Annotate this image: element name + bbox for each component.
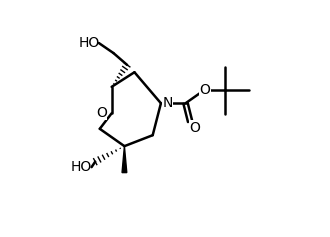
Text: N: N — [162, 96, 173, 110]
Text: O: O — [189, 121, 200, 135]
Polygon shape — [122, 146, 127, 173]
Text: HO: HO — [71, 160, 92, 174]
Text: O: O — [96, 106, 107, 120]
Text: O: O — [199, 83, 210, 97]
Text: HO: HO — [78, 36, 99, 50]
